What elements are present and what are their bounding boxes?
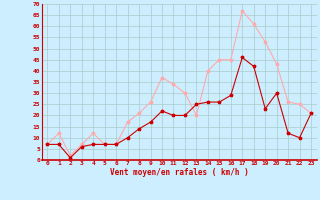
X-axis label: Vent moyen/en rafales ( km/h ): Vent moyen/en rafales ( km/h ) <box>110 168 249 177</box>
